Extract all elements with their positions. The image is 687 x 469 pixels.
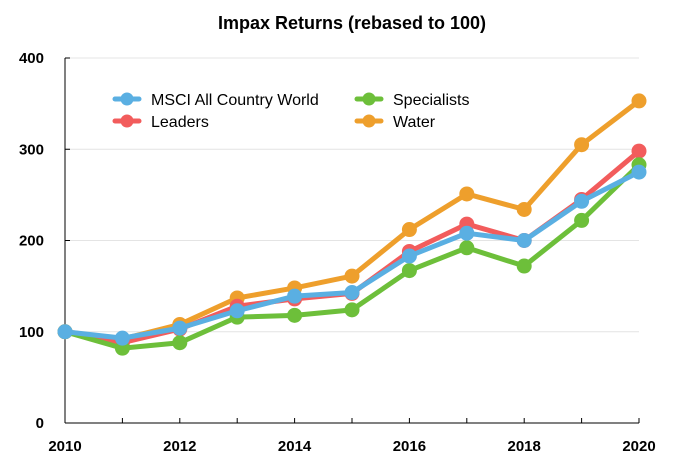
data-point-water [574, 137, 590, 153]
data-point-leaders [631, 143, 647, 159]
legend-label: Leaders [151, 114, 209, 131]
x-tick-label: 2018 [508, 438, 541, 455]
data-point-msci-all-country-world [172, 320, 188, 336]
data-point-specialists [401, 263, 417, 279]
series-specialists [57, 157, 647, 356]
data-point-msci-all-country-world [459, 225, 475, 241]
data-point-specialists [459, 240, 475, 256]
data-point-msci-all-country-world [287, 288, 303, 304]
y-tick-label: 0 [36, 415, 44, 432]
data-point-water [344, 268, 360, 284]
legend-item: Water [354, 114, 436, 131]
legend-swatch-marker [120, 92, 134, 106]
data-point-msci-all-country-world [229, 303, 245, 319]
data-point-specialists [574, 212, 590, 228]
y-tick-label: 100 [19, 324, 44, 341]
legend-label: MSCI All Country World [151, 92, 319, 109]
data-point-msci-all-country-world [57, 324, 73, 340]
legend-label: Water [393, 114, 436, 131]
data-point-msci-all-country-world [401, 248, 417, 264]
y-tick-label: 300 [19, 141, 44, 158]
data-point-msci-all-country-world [631, 164, 647, 180]
data-point-specialists [344, 302, 360, 318]
data-point-water [459, 186, 475, 202]
series-line-specialists [62, 162, 642, 351]
legend-swatch-marker [362, 92, 376, 106]
data-point-msci-all-country-world [344, 285, 360, 301]
legend-item: Leaders [112, 114, 209, 131]
x-tick-label: 2010 [48, 438, 81, 455]
series-msci-all-country-world [57, 164, 647, 346]
y-axis-ticks: 0 100 200 300 400 [19, 50, 70, 432]
chart-title: Impax Returns (rebased to 100) [218, 13, 486, 33]
series-layer [57, 93, 647, 356]
legend-item: MSCI All Country World [112, 92, 319, 109]
legend-swatch-marker [120, 114, 134, 128]
legend-label: Specialists [393, 92, 469, 109]
data-point-water [516, 201, 532, 217]
data-point-msci-all-country-world [516, 233, 532, 248]
x-tick-label: 2016 [393, 438, 426, 455]
x-tick-label: 2014 [278, 438, 312, 455]
data-point-msci-all-country-world [574, 193, 590, 209]
y-tick-label: 200 [19, 233, 44, 250]
data-point-msci-all-country-world [114, 330, 130, 346]
data-point-specialists [516, 258, 532, 274]
y-tick-label: 400 [19, 50, 44, 67]
data-point-water [401, 222, 417, 238]
data-point-water [631, 93, 647, 109]
grid-lines [65, 57, 639, 333]
legend-item: Specialists [354, 92, 469, 109]
x-axis-ticks: 2010 2012 2014 2016 2018 2020 [48, 418, 656, 455]
data-point-specialists [172, 335, 188, 351]
legend: MSCI All Country World Specialists Leaders… [112, 92, 469, 131]
x-tick-label: 2020 [622, 438, 655, 455]
x-tick-label: 2012 [163, 438, 196, 455]
legend-swatch-marker [362, 114, 376, 128]
data-point-specialists [287, 307, 303, 323]
